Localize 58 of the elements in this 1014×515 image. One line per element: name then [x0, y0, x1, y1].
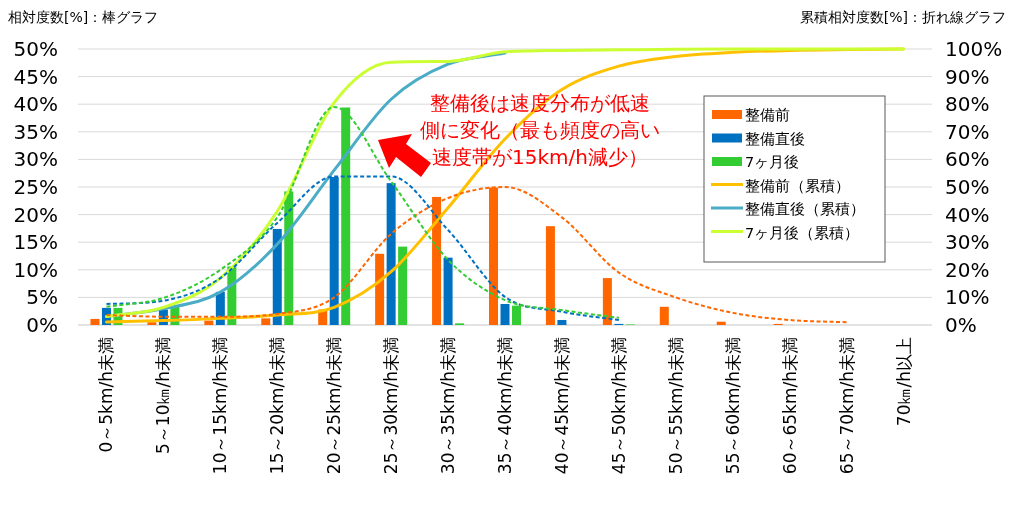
x-tick-label: 10～15km/h未満 [210, 337, 231, 475]
legend-label: 整備前（累積） [745, 177, 850, 194]
y-tick-label: 15% [13, 230, 58, 255]
y-tick-label: 5% [26, 285, 58, 310]
x-tick-label: 5～10㎞/h未満 [153, 337, 174, 454]
legend-label: 整備直後（累積） [745, 201, 865, 217]
y2-axis-title: 累積相対度数[%]：折れ線グラフ [799, 9, 1006, 25]
legend-label: 整備直後 [745, 130, 805, 147]
y2-tick-label: 0% [945, 313, 977, 337]
y-tick-label: 40% [13, 92, 58, 117]
x-tick-label: 30～35km/h未満 [438, 337, 459, 475]
y2-tick-label: 70% [945, 119, 990, 144]
y2-tick-label: 30% [945, 230, 990, 255]
bar [204, 320, 214, 325]
y-tick-label: 0% [26, 313, 58, 337]
x-tick-label: 15～20km/h未満 [267, 337, 288, 475]
y-tick-label: 35% [13, 119, 58, 144]
y-tick-label: 25% [13, 175, 58, 199]
x-tick-label: 40～45km/h未満 [551, 337, 572, 475]
y2-tick-label: 90% [945, 64, 990, 89]
legend-label: 整備前 [745, 107, 790, 123]
x-tick-label: 0～5km/h未満 [96, 337, 117, 453]
y-tick-label: 20% [13, 202, 58, 227]
bar [386, 183, 396, 325]
y2-tick-label: 80% [945, 92, 990, 117]
y2-tick-label: 40% [945, 202, 990, 227]
y-axis-title: 相対度数[%]：棒グラフ [8, 9, 159, 25]
x-tick-label: 65～70km/h未満 [836, 337, 857, 475]
bar [443, 257, 453, 325]
x-tick-label: 45～50km/h未満 [608, 337, 629, 475]
bar [716, 321, 726, 325]
bar [602, 278, 612, 325]
x-tick-label: 55～60km/h未満 [722, 337, 743, 475]
legend-label: 7ヶ月後 [745, 154, 800, 170]
bar [398, 246, 408, 325]
bar [147, 322, 157, 325]
bar [545, 226, 555, 325]
y2-tick-label: 20% [945, 257, 990, 282]
y2-tick-label: 60% [945, 147, 990, 172]
legend-label: 7ヶ月後（累積） [745, 224, 860, 241]
line-series [105, 175, 620, 322]
x-tick-label: 50～55km/h未満 [665, 337, 686, 475]
y-tick-label: 10% [13, 257, 58, 282]
y-tick-label: 50% [13, 37, 58, 61]
bar [90, 318, 100, 325]
y2-tick-label: 100% [945, 37, 1003, 61]
y-tick-label: 30% [13, 147, 58, 172]
y2-tick-label: 50% [945, 175, 990, 199]
x-tick-label: 70㎞/h以上 [893, 337, 914, 427]
bar [557, 320, 567, 325]
y-tick-label: 45% [13, 64, 58, 89]
x-tick-label: 20～25km/h未満 [324, 337, 345, 475]
bar [659, 306, 669, 325]
x-tick-label: 25～30km/h未満 [381, 337, 402, 475]
x-tick-label: 60～65km/h未満 [779, 337, 800, 475]
x-tick-label: 35～40km/h未満 [495, 337, 515, 475]
bar [500, 304, 510, 325]
y2-tick-label: 10% [945, 285, 990, 310]
